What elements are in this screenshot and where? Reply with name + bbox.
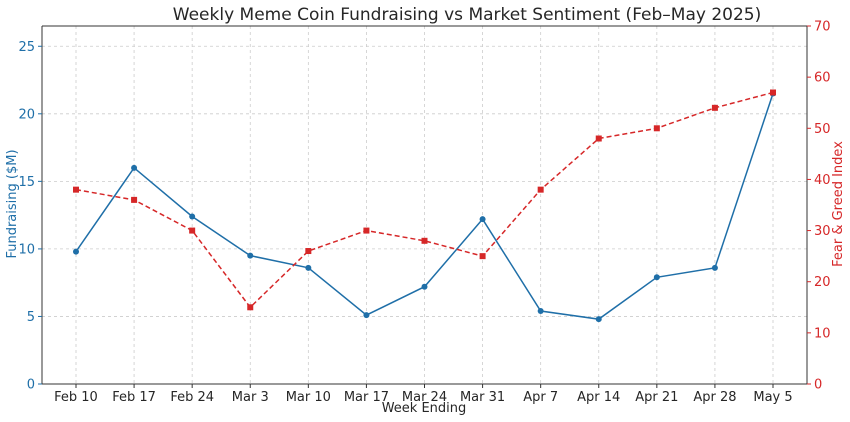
data-point-fundraising <box>131 164 138 171</box>
y-tick-label-right: 50 <box>814 122 831 137</box>
data-point-fundraising <box>305 264 312 271</box>
data-point-fundraising <box>73 248 79 255</box>
x-tick-label: Mar 31 <box>460 390 505 405</box>
data-point-fear-greed <box>131 196 138 203</box>
data-point-fundraising <box>421 283 428 290</box>
data-point-fear-greed <box>537 186 544 193</box>
data-point-fear-greed <box>479 253 486 260</box>
x-tick-label: Apr 21 <box>635 390 678 405</box>
data-point-fundraising <box>247 252 254 259</box>
data-point-fundraising <box>189 213 196 220</box>
x-tick-label: Apr 14 <box>577 390 620 405</box>
data-point-fundraising <box>479 216 486 223</box>
x-tick-label: May 5 <box>753 390 792 405</box>
data-point-fear-greed <box>595 135 602 142</box>
data-point-fundraising <box>595 316 602 323</box>
x-tick-label: Feb 17 <box>112 390 156 405</box>
data-point-fear-greed <box>770 89 776 96</box>
y-tick-label-left: 5 <box>27 310 35 325</box>
y-tick-label-right: 30 <box>814 224 831 239</box>
y-axis-label-left: Fundraising ($M) <box>5 149 20 258</box>
x-tick-label: Mar 10 <box>286 390 331 405</box>
x-tick-label: Mar 17 <box>344 390 389 405</box>
y-tick-label-right: 0 <box>814 378 822 393</box>
data-point-fear-greed <box>247 304 254 311</box>
data-point-fear-greed <box>711 104 718 111</box>
data-point-fear-greed <box>189 227 196 234</box>
grid <box>42 26 807 385</box>
data-point-fundraising <box>363 312 370 319</box>
x-tick-label: Mar 3 <box>232 390 269 405</box>
y-tick-label-right: 70 <box>814 20 831 35</box>
y-tick-label-left: 0 <box>27 378 35 393</box>
y-tick-label-right: 40 <box>814 173 831 188</box>
x-tick-label: Mar 24 <box>402 390 447 405</box>
x-tick-label: Feb 10 <box>54 390 98 405</box>
data-point-fundraising <box>711 264 718 271</box>
x-axis-label: Week Ending <box>382 401 467 416</box>
y-tick-label-right: 20 <box>814 275 831 290</box>
data-point-fear-greed <box>653 125 660 132</box>
y-axis-label-right: Fear & Greed Index <box>831 141 846 267</box>
data-point-fear-greed <box>363 227 370 234</box>
data-point-fear-greed <box>73 186 79 193</box>
x-tick-label: Apr 7 <box>523 390 558 405</box>
data-point-fundraising <box>653 274 660 281</box>
axes: Feb 10 Feb 17 Feb 24 Mar 3 Mar 10 Mar 17 Mar 2… <box>18 20 830 406</box>
y-tick-label-left: 15 <box>18 175 35 190</box>
data-point-fear-greed <box>421 237 428 244</box>
series-layer <box>73 89 776 323</box>
chart-title: Weekly Meme Coin Fundraising vs Market S… <box>173 5 761 25</box>
y-tick-label-right: 60 <box>814 71 831 86</box>
y-tick-label-left: 25 <box>18 40 35 55</box>
y-tick-label-right: 10 <box>814 326 831 341</box>
y-tick-label-left: 20 <box>18 107 35 122</box>
data-point-fear-greed <box>305 248 312 255</box>
x-tick-label: Apr 28 <box>693 390 736 405</box>
data-point-fundraising <box>537 308 544 315</box>
y-tick-label-left: 10 <box>18 242 35 257</box>
x-tick-label: Feb 24 <box>170 390 214 405</box>
